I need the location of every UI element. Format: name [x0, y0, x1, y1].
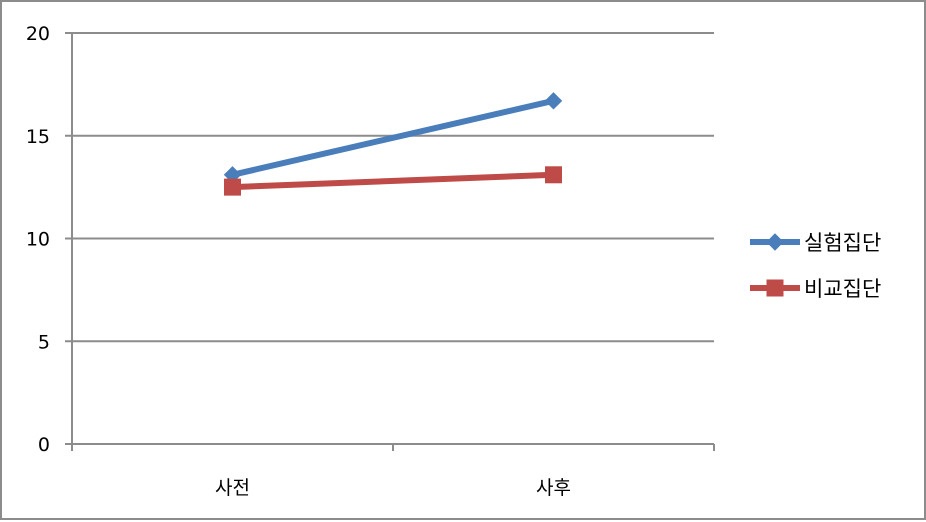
y-tick-labels: 0 5 10 15 20 [26, 23, 50, 456]
gridlines [72, 32, 714, 343]
series-2 [224, 166, 562, 196]
data-point-square [224, 178, 241, 196]
axes [65, 32, 715, 451]
legend-item: 비교집단 [750, 277, 881, 301]
x-tick-label: 사전 [215, 477, 250, 499]
data-point-square [545, 166, 562, 184]
x-tick-label: 사후 [536, 477, 571, 499]
series-line [231, 97, 555, 178]
y-tick-label: 0 [38, 434, 50, 456]
legend-label: 비교집단 [804, 277, 881, 301]
series-line [232, 171, 554, 191]
data-point-diamond [544, 92, 563, 110]
x-tick-labels: 사전 사후 [215, 477, 571, 499]
legend-item: 실험집단 [750, 231, 881, 255]
legend-label: 실험집단 [804, 231, 881, 255]
y-tick-label: 5 [38, 331, 50, 353]
series-1 [223, 92, 563, 184]
y-tick-label: 10 [26, 229, 50, 251]
y-tick-label: 15 [26, 126, 50, 148]
y-tick-label: 20 [26, 23, 50, 45]
legend-marker [766, 279, 784, 297]
series-lines [223, 92, 563, 196]
legend-marker [766, 233, 784, 251]
